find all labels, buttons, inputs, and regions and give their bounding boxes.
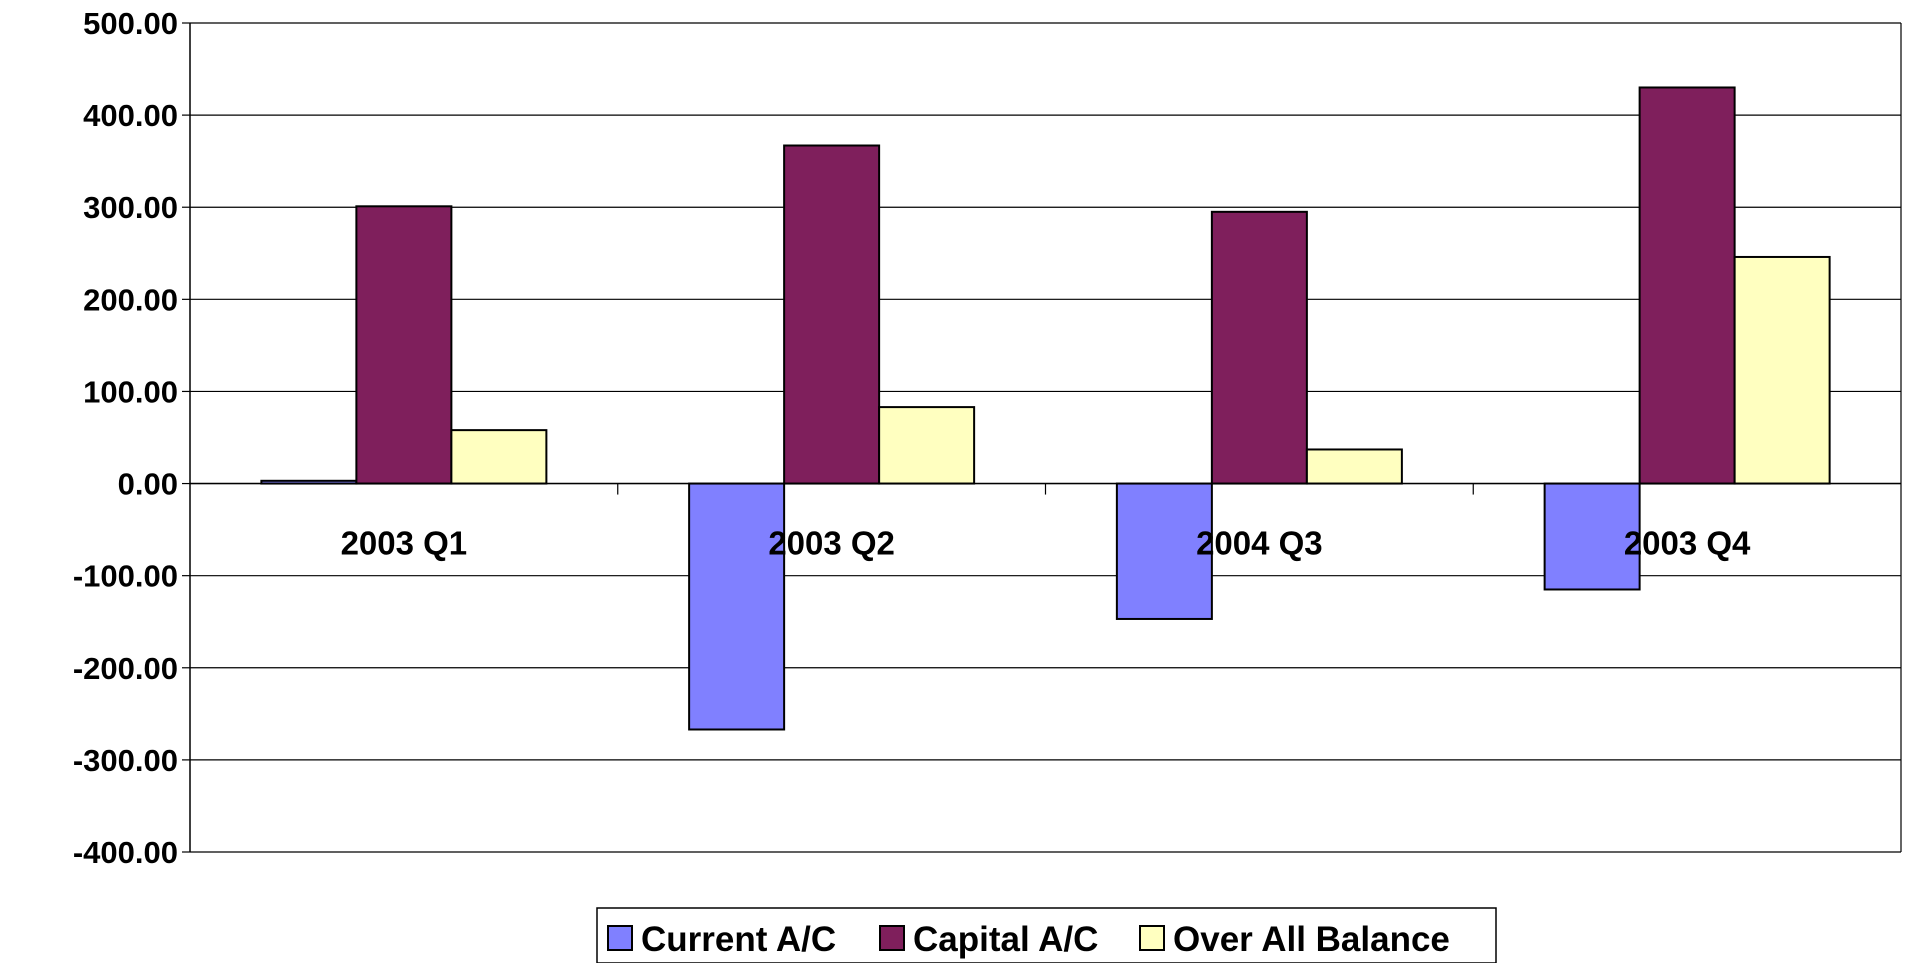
legend: Current A/C Capital A/C Over All Balance <box>596 907 1497 964</box>
bar <box>450 429 548 485</box>
y-tick-label: 0.00 <box>118 467 178 502</box>
legend-swatch <box>607 925 633 951</box>
bar <box>355 205 453 485</box>
y-tick-label: 300.00 <box>83 190 178 225</box>
legend-label: Capital A/C <box>913 920 1098 959</box>
bar <box>878 406 976 485</box>
axes: 500.00 400.00 300.00 200.00 100.00 0.00 -100.0… <box>73 6 1902 870</box>
legend-label: Over All Balance <box>1173 920 1450 959</box>
bar <box>1638 86 1736 485</box>
bar <box>1305 448 1403 485</box>
bars <box>260 86 1831 731</box>
x-tick-label: 2003 Q2 <box>768 525 895 562</box>
bar <box>783 144 881 485</box>
y-tick-label: 100.00 <box>83 374 178 409</box>
y-tick-label: -200.00 <box>73 651 178 686</box>
x-tick-label: 2003 Q1 <box>341 525 468 562</box>
bar <box>1543 482 1641 591</box>
y-tick-label: -400.00 <box>73 835 178 870</box>
x-tick-label: 2004 Q3 <box>1196 525 1323 562</box>
bar <box>1733 255 1831 485</box>
y-tick-label: 400.00 <box>83 98 178 133</box>
y-tick-label: 200.00 <box>83 282 178 317</box>
bar <box>688 482 786 731</box>
legend-box <box>596 907 1497 964</box>
bar <box>1115 482 1213 620</box>
x-tick-label: 2003 Q4 <box>1624 525 1751 562</box>
legend-label: Current A/C <box>641 920 836 959</box>
y-tick-label: -100.00 <box>73 559 178 594</box>
legend-swatch <box>879 925 905 951</box>
legend-swatch <box>1139 925 1165 951</box>
bar <box>1210 210 1308 485</box>
y-tick-label: -300.00 <box>73 743 178 778</box>
y-tick-label: 500.00 <box>83 6 178 41</box>
